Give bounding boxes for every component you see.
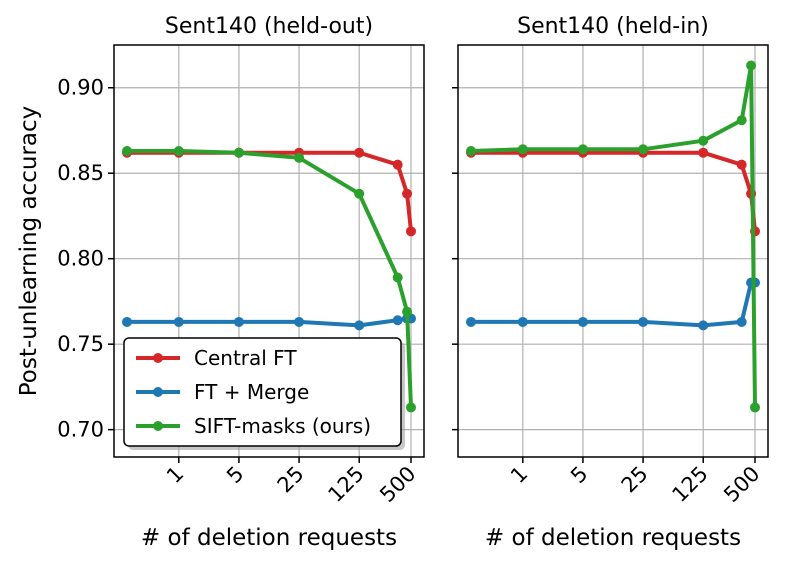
data-point (354, 320, 365, 331)
data-point (402, 306, 413, 317)
legend-swatch-marker (153, 421, 163, 431)
data-point (698, 320, 709, 331)
chart-panel-1: 0.70 0.75 0.80 0.85 0.90 1 5 25 125 500 Sent140 (h… (57, 14, 425, 551)
legend-swatch-marker (153, 387, 163, 397)
x-tick-label: 1 (506, 462, 532, 488)
y-tick-label: 0.90 (57, 76, 104, 100)
data-point (517, 316, 528, 327)
data-point (736, 316, 747, 327)
data-point (122, 316, 132, 327)
y-tick-label: 0.85 (57, 161, 104, 185)
data-point (392, 315, 403, 326)
chart-title: Sent140 (held-out) (165, 14, 373, 39)
x-tick-label: 500 (719, 462, 764, 507)
plot-frame (113, 44, 425, 458)
data-point (173, 145, 184, 156)
chart-panel-2: 1 5 25 125 500 Sent140 (held-in) # of deletion… (452, 14, 769, 551)
data-point (750, 402, 760, 413)
legend: Central FT FT + Merge SIFT-masks (ours) (123, 337, 405, 450)
data-point (466, 145, 476, 156)
plot-frame (457, 44, 769, 458)
x-tick-label: 125 (667, 462, 712, 507)
data-point (122, 145, 132, 156)
data-point (638, 316, 649, 327)
x-axis-label: # of deletion requests (485, 525, 741, 551)
data-point (638, 144, 649, 155)
legend-box (123, 337, 402, 447)
data-point (577, 144, 588, 155)
chart-title: Sent140 (held-in) (517, 14, 709, 39)
x-axis-label: # of deletion requests (141, 525, 397, 551)
y-tick-label: 0.80 (57, 247, 104, 271)
x-tick-label: 500 (375, 462, 420, 507)
data-point (577, 316, 588, 327)
x-tick-label: 25 (617, 462, 653, 498)
x-tick-label: 25 (273, 462, 309, 498)
data-point (736, 159, 747, 170)
data-point (354, 147, 365, 158)
data-point (233, 316, 244, 327)
y-axis-label: Post-unlearning accuracy (16, 106, 42, 397)
data-point (698, 147, 709, 158)
x-tick-label: 5 (566, 462, 592, 488)
series-line-sift-masks-ours (127, 149, 413, 408)
data-point (392, 159, 403, 170)
data-point (173, 316, 184, 327)
data-point (736, 115, 747, 126)
legend-label: SIFT-masks (ours) (194, 414, 371, 438)
data-point (406, 226, 416, 237)
data-point (406, 402, 416, 413)
legend-label: FT + Merge (194, 380, 309, 404)
series-line-central-ft (127, 150, 413, 232)
data-point (466, 316, 476, 327)
series-line-ft-merge (127, 316, 411, 328)
data-point (402, 188, 413, 199)
data-point (517, 144, 528, 155)
series-line-sift-masks-ours (470, 63, 757, 408)
series-line-ft-merge (471, 280, 755, 328)
data-point (354, 188, 365, 199)
data-point (233, 147, 244, 158)
series-line-central-ft (471, 150, 757, 232)
legend-swatch-marker (153, 353, 163, 363)
y-tick-label: 0.70 (57, 418, 104, 442)
x-tick-label: 5 (222, 462, 248, 488)
data-point (294, 152, 305, 163)
y-tick-label: 0.75 (57, 332, 104, 356)
x-tick-label: 125 (323, 462, 368, 507)
data-point (392, 272, 403, 283)
data-point (294, 316, 305, 327)
x-tick-label: 1 (162, 462, 188, 488)
data-point (698, 135, 709, 146)
legend-label: Central FT (194, 346, 297, 370)
data-point (746, 60, 757, 71)
